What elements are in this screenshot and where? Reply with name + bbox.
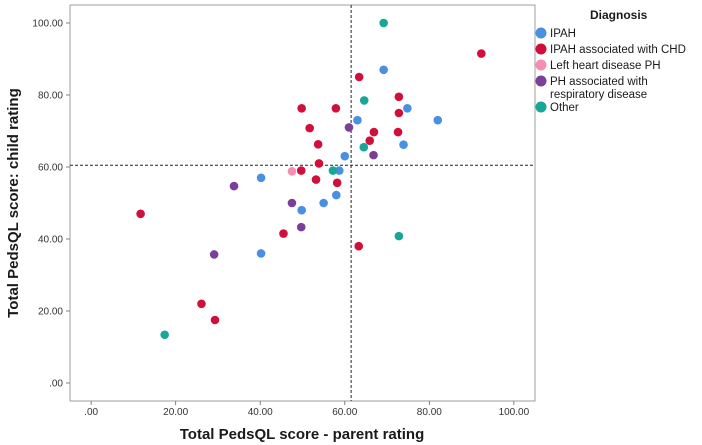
data-point-series-1 — [354, 72, 364, 82]
data-point-series-0 — [334, 166, 344, 175]
data-point-series-3 — [369, 150, 378, 160]
data-point-series-1 — [279, 229, 288, 238]
data-point-series-4 — [359, 96, 369, 105]
x-axis-ticks: .00 20.00 40.00 60.00 80.00 100.00 — [84, 401, 530, 418]
data-point-series-0 — [353, 115, 362, 125]
y-tick-label: 20.00 — [38, 307, 63, 318]
legend: Diagnosis IPAH IPAH associated with CHD … — [535, 8, 686, 114]
y-axis-ticks: .00 20.00 40.00 60.00 80.00 100.00 — [32, 19, 70, 390]
y-tick-label: .00 — [49, 379, 63, 390]
legend-marker-ipah-chd — [535, 43, 547, 55]
data-point-series-1 — [305, 123, 314, 133]
data-point-series-1 — [313, 140, 323, 149]
legend-label-left-heart: Left heart disease PH — [550, 60, 661, 72]
x-tick-label: 20.00 — [163, 407, 188, 418]
data-point-series-3 — [296, 222, 306, 232]
reference-lines — [70, 5, 535, 401]
data-point-series-1 — [332, 178, 342, 188]
data-point-series-1 — [197, 299, 206, 309]
data-point-series-0 — [256, 249, 266, 258]
data-point-series-1 — [365, 136, 375, 146]
x-tick-label: 80.00 — [417, 407, 442, 418]
data-point-series-3 — [209, 250, 219, 259]
legend-label-respiratory: PH associated with respiratory disease — [550, 76, 651, 101]
x-axis-title: Total PedsQL score - parent rating — [180, 426, 425, 443]
data-point-series-0 — [297, 205, 306, 215]
data-point-series-1 — [394, 92, 404, 102]
x-tick-label: .00 — [84, 407, 98, 418]
data-point-series-1 — [297, 104, 306, 113]
x-tick-label: 60.00 — [332, 407, 357, 418]
data-point-series-0 — [433, 115, 443, 125]
data-point-series-1 — [394, 108, 404, 118]
data-point-series-1 — [311, 175, 321, 184]
legend-marker-ipah — [535, 27, 547, 39]
legend-label-other: Other — [550, 102, 579, 114]
legend-label-ipah: IPAH — [550, 28, 576, 40]
data-point-series-0 — [399, 140, 408, 149]
data-point-series-4 — [160, 330, 169, 340]
data-point-series-2 — [287, 167, 297, 176]
x-tick-label: 40.00 — [248, 407, 273, 418]
data-point-series-1 — [210, 315, 220, 325]
data-point-series-1 — [314, 159, 324, 168]
data-point-series-4 — [328, 166, 338, 175]
data-point-series-0 — [332, 190, 341, 200]
plot-area — [69, 4, 536, 402]
legend-marker-left-heart — [535, 59, 547, 71]
legend-marker-other — [535, 101, 547, 113]
data-point-series-1 — [477, 49, 486, 58]
data-point-series-1 — [136, 209, 145, 219]
x-tick-label: 100.00 — [499, 407, 530, 418]
data-point-series-4 — [359, 142, 369, 152]
data-point-series-0 — [256, 173, 266, 183]
data-point-series-3 — [344, 123, 354, 132]
y-axis-title: Total PedsQL score: child rating — [5, 88, 22, 318]
data-point-series-4 — [394, 231, 404, 241]
data-point-series-1 — [331, 104, 341, 113]
data-point-series-0 — [319, 198, 328, 208]
data-point-series-0 — [403, 104, 412, 113]
data-point-series-0 — [340, 151, 350, 161]
data-points — [136, 18, 486, 340]
legend-label-ipah-chd: IPAH associated with CHD — [550, 44, 686, 56]
data-point-series-1 — [354, 241, 364, 251]
y-tick-label: 40.00 — [38, 235, 63, 246]
data-point-series-1 — [393, 127, 403, 137]
data-point-series-0 — [379, 65, 388, 75]
legend-title: Diagnosis — [590, 8, 648, 22]
legend-marker-respiratory — [535, 75, 547, 87]
y-tick-label: 80.00 — [38, 91, 63, 102]
y-tick-label: 100.00 — [32, 19, 63, 30]
data-point-series-4 — [379, 18, 388, 28]
data-point-series-3 — [229, 181, 239, 191]
data-point-series-1 — [369, 127, 379, 137]
data-point-series-1 — [296, 166, 306, 175]
y-tick-label: 60.00 — [38, 163, 63, 174]
data-point-series-3 — [287, 198, 297, 208]
